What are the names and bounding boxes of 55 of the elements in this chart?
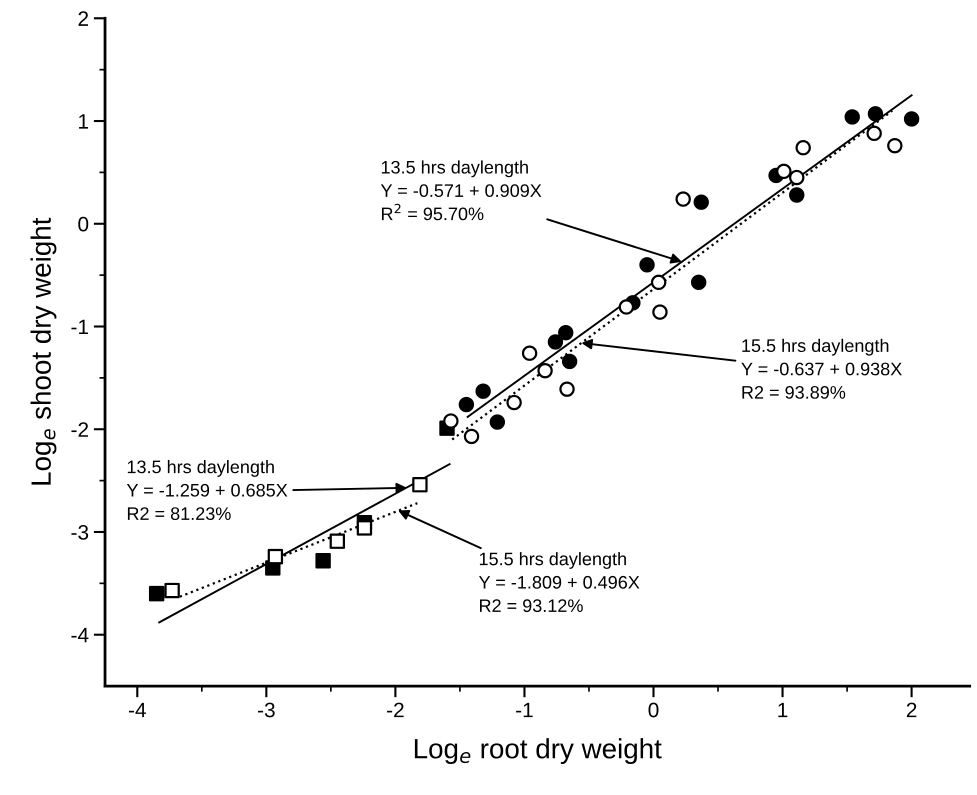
y-tick-label: -3 <box>71 524 88 540</box>
annotation: 15.5 hrs daylength Y = -0.637 + 0.938X R2 = 93.89% <box>741 338 902 399</box>
y-tick-label: 0 <box>78 216 88 232</box>
point <box>844 109 860 125</box>
x-axis-title: Log$_{e}$ root dry weight <box>414 738 662 764</box>
point <box>412 477 428 492</box>
point <box>330 534 346 549</box>
point <box>789 170 804 186</box>
point <box>458 396 474 412</box>
y-tick-label: 2 <box>78 11 88 26</box>
point <box>562 354 578 370</box>
point <box>694 194 709 210</box>
point <box>537 362 553 378</box>
point <box>558 324 574 340</box>
point <box>164 582 180 598</box>
x-tick-label: 0 <box>648 702 658 718</box>
point <box>652 304 668 320</box>
point <box>887 138 903 154</box>
y-tick-label: -4 <box>71 628 88 642</box>
point <box>776 164 792 180</box>
y-tick-label: 1 <box>79 114 88 129</box>
point <box>868 106 884 122</box>
point <box>650 274 666 290</box>
point <box>443 413 459 429</box>
x-tick-label: 1 <box>778 702 788 718</box>
point <box>464 428 480 444</box>
annotation: 13.5 hrs daylength Y = -1.259 + 0.685X R2 = 81.23% <box>126 460 288 520</box>
point <box>904 111 920 127</box>
point <box>559 381 575 397</box>
x-tick-label: 2 <box>906 702 916 718</box>
x-tick-label: -3 <box>258 702 275 718</box>
x-tick-label: -1 <box>516 702 533 718</box>
point <box>490 414 506 430</box>
point <box>506 394 522 410</box>
x-tick-label: -4 <box>128 702 146 718</box>
point <box>522 346 538 361</box>
point <box>639 257 655 273</box>
point <box>475 384 491 399</box>
point <box>675 191 691 207</box>
point <box>796 140 811 156</box>
point <box>548 334 564 350</box>
point <box>148 586 164 602</box>
y-axis-title: Log$_{e}$ shoot dry weight <box>30 218 56 485</box>
x-tick-label: -2 <box>387 702 404 718</box>
point <box>618 299 634 315</box>
annotation: 13.5 hrs daylength Y = -0.571 + 0.909X R$^{2}$ = 95.70% <box>380 160 542 220</box>
y-tick-label: -2 <box>71 422 88 437</box>
point <box>690 274 706 290</box>
point <box>356 520 372 536</box>
annotation: 15.5 hrs daylength Y = -1.809 + 0.496X R2 = 93.12% <box>478 552 640 612</box>
point <box>789 187 804 203</box>
point <box>315 553 331 568</box>
point <box>866 126 882 142</box>
point <box>268 548 284 564</box>
y-tick-label: -1 <box>71 320 88 334</box>
